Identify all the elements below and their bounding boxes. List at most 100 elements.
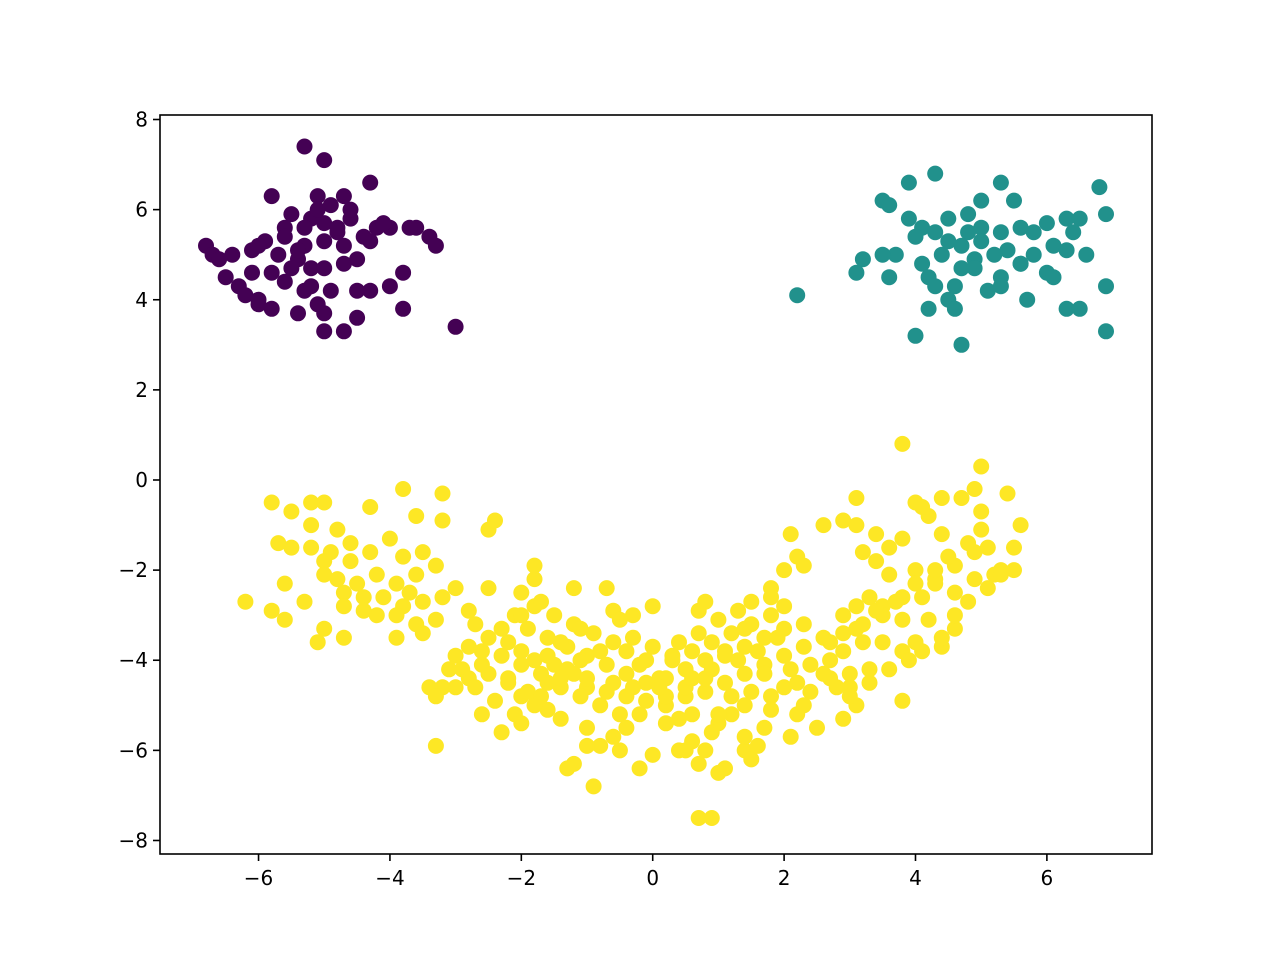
y-tick-label: 4 xyxy=(135,288,148,312)
scatter-point-2-164 xyxy=(395,481,412,497)
scatter-point-2-272 xyxy=(868,526,885,543)
scatter-point-2-305 xyxy=(749,737,766,754)
scatter-point-1-34 xyxy=(854,251,871,268)
scatter-point-2-73 xyxy=(703,810,720,826)
scatter-point-2-190 xyxy=(316,566,333,583)
scatter-point-2-307 xyxy=(789,706,806,723)
scatter-point-2-168 xyxy=(303,494,320,511)
scatter-point-2-202 xyxy=(355,602,372,619)
scatter-point-2-187 xyxy=(368,566,385,583)
scatter-point-2-86 xyxy=(493,724,510,741)
scatter-point-2-22 xyxy=(979,539,996,556)
scatter-point-2-211 xyxy=(335,629,352,646)
scatter-point-1-45 xyxy=(1098,278,1114,295)
x-tick-label: 6 xyxy=(1041,866,1054,890)
scatter-point-2-130 xyxy=(539,629,556,646)
scatter-point-2-237 xyxy=(572,688,589,705)
scatter-point-2-57 xyxy=(835,710,852,727)
scatter-point-2-215 xyxy=(460,602,477,619)
scatter-point-2-284 xyxy=(572,652,589,669)
scatter-point-2-156 xyxy=(526,571,543,588)
scatter-point-0-11 xyxy=(316,215,333,232)
scatter-point-2-310 xyxy=(841,688,858,705)
scatter-point-2-315 xyxy=(933,629,950,646)
scatter-point-2-242 xyxy=(519,683,536,700)
scatter-point-2-29 xyxy=(914,589,931,606)
scatter-point-2-101 xyxy=(526,652,543,669)
x-tick-label: 4 xyxy=(909,866,922,890)
scatter-point-2-203 xyxy=(335,598,352,615)
scatter-point-2-308 xyxy=(815,665,832,682)
scatter-point-2-191 xyxy=(335,584,352,601)
scatter-point-1-43 xyxy=(1058,242,1075,259)
scatter-point-2-180 xyxy=(362,544,379,561)
scatter-point-2-7 xyxy=(848,490,865,506)
scatter-point-2-311 xyxy=(861,674,878,691)
scatter-point-2-150 xyxy=(697,593,714,610)
scatter-point-2-126 xyxy=(618,665,635,682)
scatter-point-2-195 xyxy=(414,593,431,610)
scatter-point-2-274 xyxy=(776,562,793,579)
y-tick-label: 6 xyxy=(135,198,148,222)
scatter-point-2-304 xyxy=(736,728,753,745)
scatter-point-2-262 xyxy=(907,575,924,592)
scatter-point-0-65 xyxy=(290,242,306,259)
scatter-point-2-218 xyxy=(473,656,490,673)
x-tick-label: 2 xyxy=(778,866,791,890)
scatter-point-2-48 xyxy=(861,661,878,678)
scatter-point-2-205 xyxy=(296,593,313,610)
scatter-point-2-136 xyxy=(585,625,602,642)
scatter-point-2-214 xyxy=(401,584,418,601)
scatter-point-2-275 xyxy=(769,629,786,646)
scatter-point-0-63 xyxy=(342,201,359,218)
scatter-point-2-87 xyxy=(473,706,490,723)
scatter-point-2-111 xyxy=(717,674,733,691)
scatter-point-1-5 xyxy=(1006,192,1022,209)
scatter-point-2-75 xyxy=(631,760,648,777)
scatter-point-2-321 xyxy=(973,521,990,538)
scatter-point-2-145 xyxy=(763,607,779,624)
scatter-point-2-170 xyxy=(283,503,300,520)
scatter-point-2-23 xyxy=(1006,539,1022,556)
scatter-point-0-50 xyxy=(381,278,398,295)
scatter-point-2-99 xyxy=(500,634,517,651)
y-tick-label: −6 xyxy=(119,738,148,762)
plot-frame xyxy=(159,114,1153,855)
scatter-point-2-4 xyxy=(933,490,950,506)
scatter-point-2-32 xyxy=(861,589,878,606)
scatter-point-1-60 xyxy=(1025,224,1042,241)
scatter-point-2-44 xyxy=(854,634,871,651)
scatter-point-2-2 xyxy=(966,481,983,497)
scatter-point-2-300 xyxy=(657,715,674,732)
scatter-point-2-1 xyxy=(973,458,990,475)
scatter-point-1-58 xyxy=(927,278,944,295)
scatter-point-2-38 xyxy=(920,611,937,628)
scatter-point-1-54 xyxy=(907,327,924,344)
scatter-point-1-36 xyxy=(881,269,898,286)
scatter-point-2-169 xyxy=(263,494,280,511)
scatter-point-2-97 xyxy=(460,638,477,655)
scatter-point-2-161 xyxy=(487,512,503,529)
scatter-point-0-33 xyxy=(263,264,280,281)
scatter-point-1-24 xyxy=(1025,246,1042,263)
scatter-point-2-95 xyxy=(441,661,458,678)
scatter-point-0-29 xyxy=(270,246,287,263)
scatter-point-0-1 xyxy=(316,152,333,169)
scatter-point-1-49 xyxy=(946,300,963,317)
scatter-point-2-83 xyxy=(539,701,556,718)
scatter-point-0-60 xyxy=(447,318,464,335)
scatter-point-0-25 xyxy=(224,246,241,263)
scatter-point-0-49 xyxy=(349,282,366,299)
y-tick-label: 8 xyxy=(135,108,148,132)
scatter-point-0-67 xyxy=(375,215,392,232)
scatter-point-2-112 xyxy=(736,665,753,682)
scatter-point-1-33 xyxy=(874,246,891,263)
scatter-point-1-62 xyxy=(1045,269,1062,286)
scatter-point-2-294 xyxy=(533,593,549,610)
y-tick-label: −8 xyxy=(119,828,148,852)
scatter-point-1-57 xyxy=(992,278,1009,295)
scatter-point-2-299 xyxy=(579,737,595,754)
scatter-point-1-30 xyxy=(933,246,950,263)
